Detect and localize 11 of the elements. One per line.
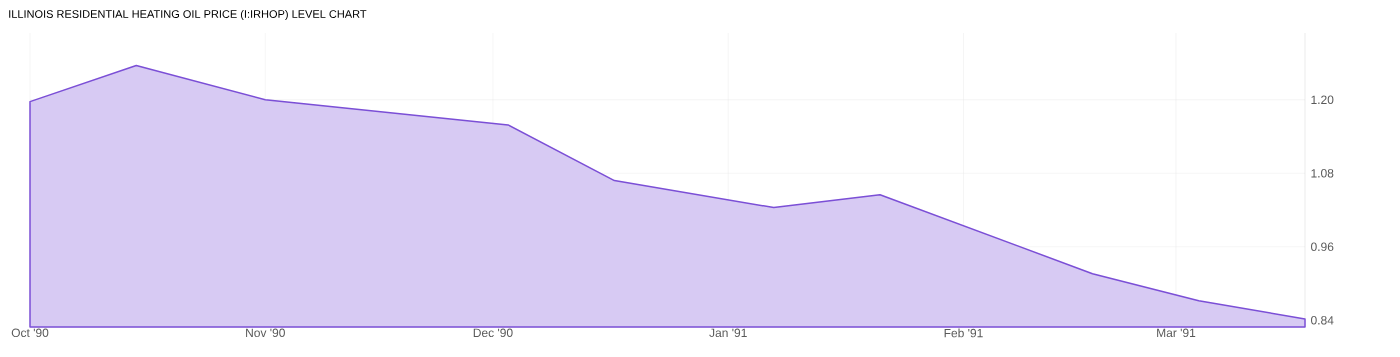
chart-title: ILLINOIS RESIDENTIAL HEATING OIL PRICE (I:IRHOP) LEVEL CHART: [9, 9, 367, 21]
x-tick-label: Oct '90: [11, 328, 49, 338]
y-tick-label: 0.84: [1311, 316, 1334, 325]
x-tick-label: Feb '91: [944, 328, 983, 338]
x-tick-label: Dec '90: [473, 328, 513, 338]
y-tick-label: 0.96: [1311, 242, 1334, 251]
x-tick-label: Mar '91: [1157, 328, 1196, 338]
x-tick-label: Nov '90: [246, 328, 285, 338]
x-tick-label: Jan '91: [709, 328, 747, 338]
y-tick-label: 1.08: [1311, 169, 1334, 178]
y-tick-label: 1.20: [1311, 95, 1334, 105]
